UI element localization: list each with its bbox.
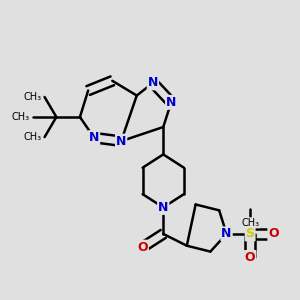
Text: CH₃: CH₃ bbox=[241, 218, 259, 228]
Text: N: N bbox=[166, 96, 176, 109]
Text: N: N bbox=[221, 227, 232, 240]
Text: CH₃: CH₃ bbox=[23, 92, 42, 102]
Text: O: O bbox=[245, 251, 255, 264]
Text: S: S bbox=[246, 227, 255, 240]
Text: CH₃: CH₃ bbox=[23, 132, 42, 142]
Text: O: O bbox=[137, 241, 148, 254]
Text: N: N bbox=[89, 131, 99, 144]
Text: CH₃: CH₃ bbox=[12, 112, 30, 122]
Text: N: N bbox=[158, 201, 168, 214]
Text: N: N bbox=[116, 135, 126, 148]
Text: O: O bbox=[268, 227, 279, 240]
Text: N: N bbox=[148, 76, 158, 89]
